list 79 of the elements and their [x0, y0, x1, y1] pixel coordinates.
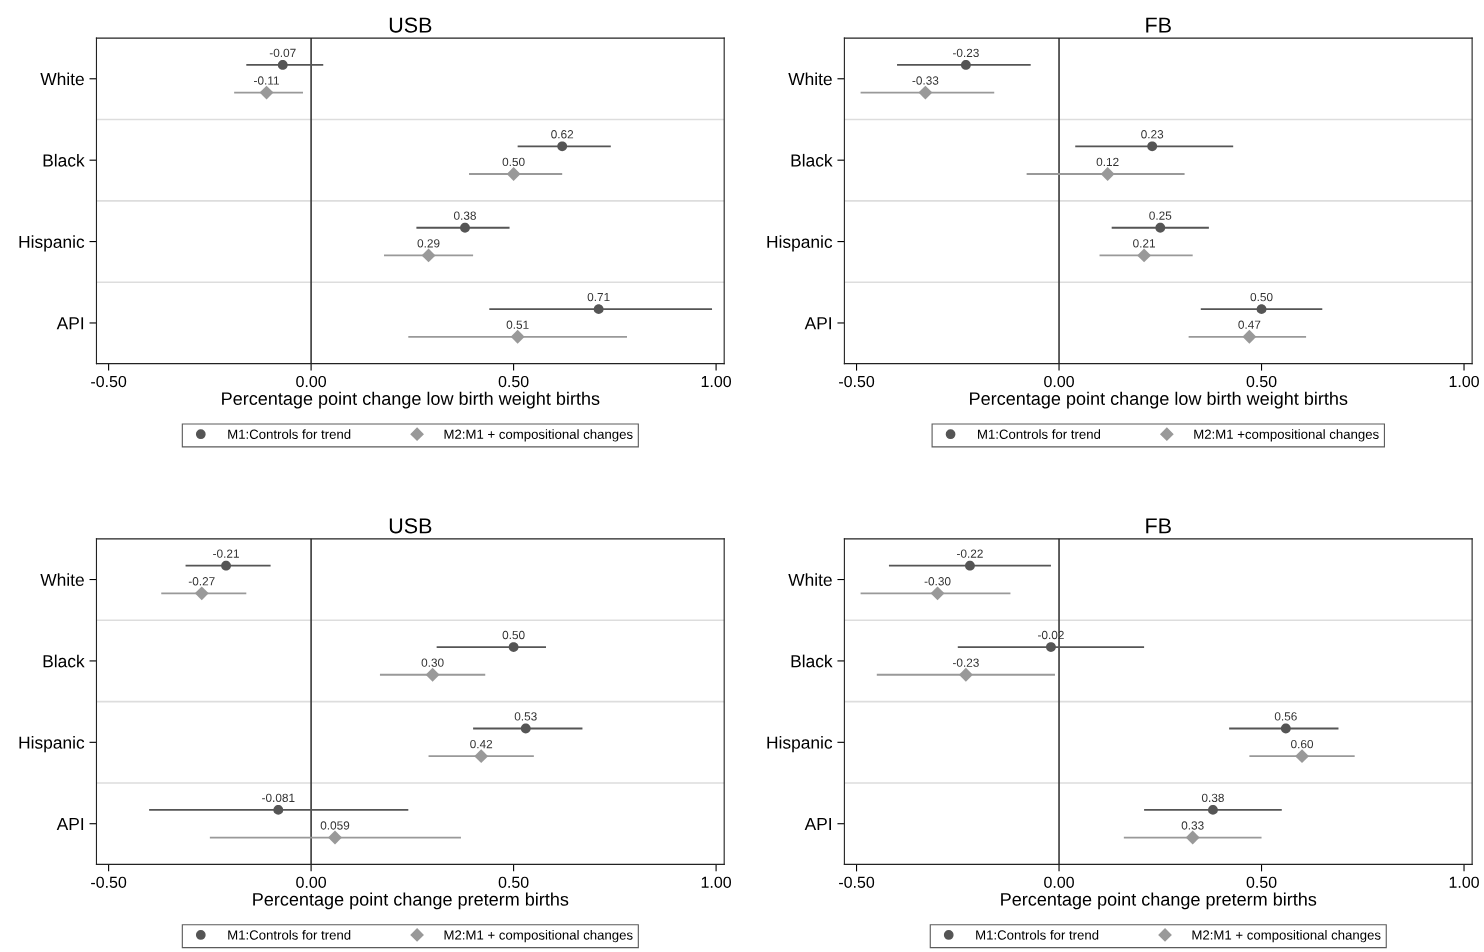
- y-tick-label: Black: [43, 654, 85, 668]
- x-tick-label: -0.50: [839, 876, 875, 888]
- data-label: 0.059: [320, 821, 350, 830]
- y-tick-label: Black: [791, 654, 833, 668]
- chart-title: FB: [1146, 17, 1171, 33]
- y-tick-label: Black: [791, 153, 833, 167]
- data-label: 0.51: [506, 320, 529, 329]
- data-label: 0.29: [417, 239, 440, 248]
- legend-label: M1:Controls for trend: [228, 429, 351, 439]
- data-label: -0.22: [957, 549, 983, 558]
- x-tick-label: -0.50: [839, 375, 875, 388]
- y-tick-label: White: [788, 72, 832, 86]
- x-tick-label: 0.50: [1246, 876, 1277, 888]
- x-tick-label: 0.00: [1044, 876, 1074, 888]
- legend-label: M1:Controls for trend: [978, 429, 1101, 439]
- y-tick-label: White: [40, 573, 84, 586]
- data-label: 0.25: [1149, 211, 1172, 220]
- x-tick-label: -0.50: [91, 876, 127, 888]
- x-tick-label: 1.00: [1449, 375, 1479, 388]
- data-label: 0.30: [421, 658, 444, 667]
- data-label: 0.50: [1250, 292, 1273, 302]
- legend-label: M1:Controls for trend: [228, 930, 351, 940]
- x-tick-label: 1.00: [701, 375, 732, 388]
- data-label: 0.23: [1141, 130, 1164, 139]
- y-tick-label: White: [40, 72, 84, 86]
- y-tick-label: API: [804, 317, 831, 330]
- x-tick-label: 0.50: [1246, 375, 1277, 388]
- data-label: 0.21: [1133, 239, 1155, 248]
- data-label: -0.33: [912, 76, 939, 85]
- y-tick-label: API: [56, 818, 84, 831]
- data-label: -0.21: [213, 549, 239, 558]
- x-tick-label: 1.00: [701, 876, 732, 888]
- data-label: 0.50: [502, 157, 525, 167]
- data-label: 0.38: [1201, 793, 1224, 802]
- data-label: 0.71: [587, 292, 610, 302]
- x-tick-label: 0.50: [498, 375, 529, 388]
- chart-title: USB: [389, 17, 432, 33]
- data-label: 0.42: [470, 739, 493, 749]
- data-label: -0.30: [924, 577, 951, 586]
- data-label: 0.50: [502, 630, 525, 640]
- y-tick-label: White: [788, 573, 832, 586]
- data-label: 0.62: [551, 130, 574, 139]
- x-tick-label: 0.00: [296, 375, 327, 388]
- data-label: 0.12: [1096, 157, 1119, 167]
- x-axis-title: Percentage point change low birth weight births: [222, 391, 600, 409]
- data-label: 0.47: [1238, 320, 1261, 329]
- x-tick-label: 0.00: [296, 876, 327, 888]
- chart-title: USB: [389, 518, 432, 534]
- y-tick-label: API: [804, 818, 831, 831]
- x-axis-title: Percentage point change preterm births: [1001, 892, 1317, 910]
- y-tick-label: Hispanic: [19, 235, 85, 252]
- y-tick-label: API: [56, 317, 84, 330]
- legend-label: M2:M1 +compositional changes: [1194, 429, 1379, 442]
- data-label: 0.56: [1274, 712, 1297, 721]
- x-tick-label: 0.00: [1044, 375, 1074, 388]
- x-axis-title: Percentage point change preterm births: [253, 892, 569, 910]
- data-label: 0.33: [1181, 821, 1204, 830]
- legend-label: M2:M1 + compositional changes: [1192, 930, 1381, 943]
- legend-label: M2:M1 + compositional changes: [444, 429, 633, 442]
- data-label: -0.081: [262, 793, 295, 802]
- y-tick-label: Hispanic: [19, 736, 85, 753]
- data-label: -0.27: [188, 577, 215, 586]
- data-label: 0.60: [1291, 739, 1314, 749]
- legend-label: M2:M1 + compositional changes: [444, 930, 633, 943]
- data-label: -0.23: [952, 658, 979, 667]
- data-label: -0.07: [269, 48, 296, 58]
- legend-label: M1:Controls for trend: [976, 930, 1099, 940]
- y-tick-label: Black: [43, 153, 85, 167]
- y-tick-label: Hispanic: [767, 235, 833, 252]
- data-label: 0.38: [453, 211, 476, 220]
- x-tick-label: 1.00: [1449, 876, 1479, 888]
- data-label: -0.11: [254, 76, 279, 85]
- x-tick-label: 0.50: [498, 876, 529, 888]
- data-label: 0.53: [514, 712, 537, 721]
- x-axis-title: Percentage point change low birth weight births: [970, 391, 1348, 409]
- chart-title: FB: [1146, 518, 1171, 534]
- y-tick-label: Hispanic: [767, 736, 833, 753]
- x-tick-label: -0.50: [91, 375, 127, 388]
- data-label: -0.23: [952, 48, 979, 58]
